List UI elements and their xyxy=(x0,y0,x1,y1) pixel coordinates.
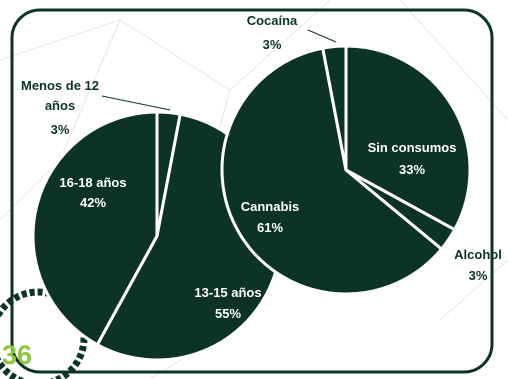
slice-label: Alcohol xyxy=(454,247,502,262)
slice-label: 16-18 años xyxy=(59,175,127,190)
value-label: 42% xyxy=(79,195,107,210)
slice-label: Cocaína xyxy=(246,13,298,28)
pie-slice xyxy=(321,44,348,171)
page-number: 36 xyxy=(2,340,33,370)
value-label: 3% xyxy=(50,122,70,137)
value-label: 3% xyxy=(468,268,488,283)
pie-slice xyxy=(344,44,472,232)
value-label: 55% xyxy=(214,306,242,321)
value-label: 33% xyxy=(398,162,426,177)
value-label: 61% xyxy=(256,220,284,235)
slice-label: Menos de 12 años xyxy=(20,78,100,113)
slice-label: Cannabis xyxy=(240,199,300,214)
frame xyxy=(10,8,494,374)
value-label: 3% xyxy=(262,37,282,52)
pie-slice xyxy=(31,110,159,347)
leader-line xyxy=(101,95,171,111)
slice-label: Sin consumos xyxy=(367,140,457,155)
leader-line xyxy=(307,29,337,43)
slice-label: 13-15 años xyxy=(194,285,262,300)
pie-slice xyxy=(220,46,444,296)
